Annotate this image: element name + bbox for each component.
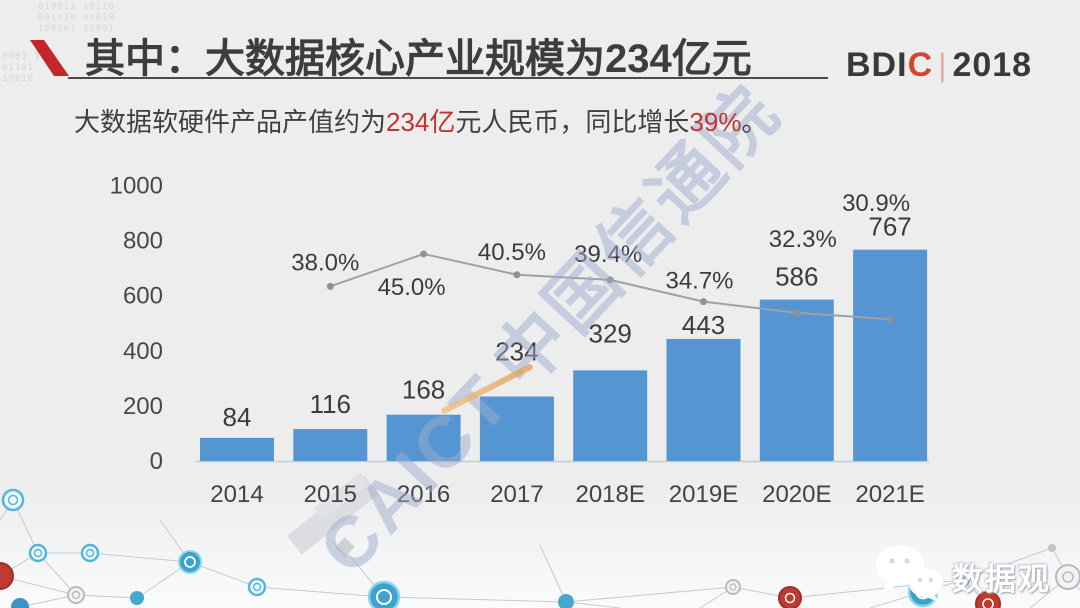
y-axis-tick: 1000 [110,173,163,200]
x-axis-label-2021E: 2021E [855,481,924,508]
binary-row: 010011 10110 [38,2,116,12]
growth-label-2017: 40.5% [478,239,546,266]
line-point-2016 [420,250,428,258]
subtitle-text: 。 [741,107,768,137]
bar-2015 [293,429,368,461]
red-slash-decoration [30,40,69,76]
line-point-2017 [513,271,521,279]
x-axis-label-2018E: 2018E [575,481,644,508]
bar-2018E [573,370,648,461]
binary-row: 01101 [2,63,35,73]
value-label-2020E: 586 [775,262,818,292]
growth-label-2015: 38.0% [291,249,359,276]
value-label-2014: 84 [223,402,252,432]
x-axis-label-2020E: 2020E [762,481,831,508]
binary-row: 100101 11001 [38,24,116,34]
bar-2016 [386,414,461,461]
bar-2020E [759,299,834,461]
logo-c: C [907,46,934,84]
x-axis-label-2019E: 2019E [669,481,738,508]
network-nodes [0,488,1080,608]
wechat-icon [876,545,943,602]
line-point-2020E [793,309,801,317]
value-label-2015: 116 [310,389,351,419]
page-title: 其中：大数据核心产业规模为234亿元 [85,37,752,81]
growth-label-2019E: 34.7% [665,268,733,295]
y-axis-tick: 600 [123,283,163,310]
logo-year: 2018 [952,46,1033,84]
x-axis-label-2014: 2014 [210,481,263,508]
line-point-2015 [326,282,334,290]
growth-label-2020E: 32.3% [769,226,837,253]
subtitle-text: 元人民币，同比增长 [455,107,690,137]
subtitle: 大数据软硬件产品产值约为234亿元人民币，同比增长39%。 [74,102,767,139]
bdic-logo: BDIC | 2018 [846,46,1032,85]
footer-brand: 数据观 [952,562,1051,597]
bar-2019E [666,338,741,461]
growth-label-2018E: 39.4% [574,241,642,268]
line-point-2019E [700,298,707,306]
x-axis-label-2016: 2016 [397,481,450,508]
binary-texture: 0001 101 01101 10010 [2,52,53,85]
binary-texture: 010011 10110 001110 01010 100101 11001 [38,2,115,35]
value-label-2016: 168 [402,375,445,405]
growth-label-2021E: 30.9% [842,190,910,217]
binary-row: 0001 101 [2,52,54,62]
x-axis-label-2017: 2017 [490,481,543,508]
bar-2021E [853,249,928,461]
logo-bdi: BDI [846,46,908,84]
y-axis-tick: 400 [123,338,163,365]
value-label-2018E: 329 [589,318,632,348]
bar-2014 [200,437,274,461]
y-axis-tick: 0 [150,448,163,475]
growth-label-2016: 45.0% [378,274,446,301]
value-label-2021E: 767 [868,212,911,242]
title-underline [68,77,828,79]
x-axis-label-2015: 2015 [304,481,357,508]
bar-2017 [479,396,554,461]
y-axis-tick: 200 [123,393,163,420]
subtitle-highlight: 234亿 [386,107,456,137]
subtitle-text: 大数据软硬件产品产值约为 [74,107,387,137]
binary-row: 10010 [2,74,35,84]
y-axis-tick: 800 [123,228,163,255]
binary-row: 001110 01010 [38,13,116,23]
value-label-2019E: 443 [682,310,725,340]
logo-divider: | [938,47,948,83]
line-point-2021E [886,315,894,323]
line-point-2018E [606,276,614,284]
value-label-2017: 234 [495,337,538,367]
subtitle-highlight: 39% [689,107,742,137]
